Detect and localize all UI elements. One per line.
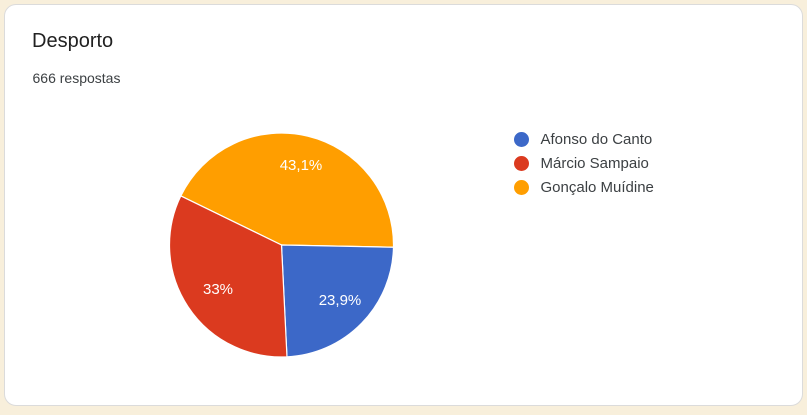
svg-text:23,9%: 23,9% xyxy=(319,292,362,309)
svg-text:43,1%: 43,1% xyxy=(280,157,323,174)
svg-text:33%: 33% xyxy=(203,281,233,298)
